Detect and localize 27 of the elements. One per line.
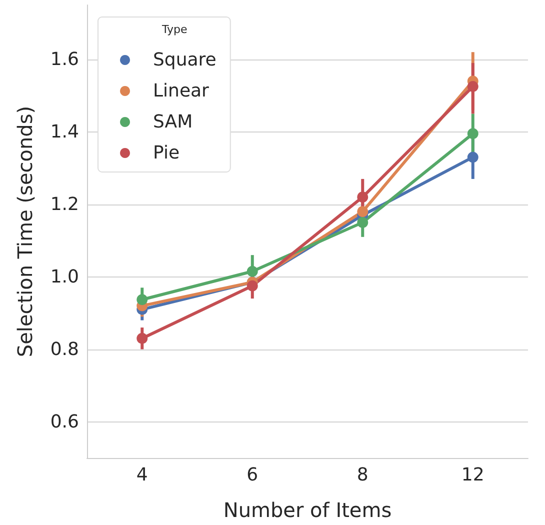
point <box>136 332 148 344</box>
y-tick-label: 0.8 <box>50 338 79 360</box>
point <box>467 152 478 163</box>
point <box>467 81 478 92</box>
y-tick-label: 1.4 <box>50 121 79 142</box>
y-tick-label: 0.6 <box>50 411 79 432</box>
point <box>357 216 368 228</box>
point <box>357 192 368 203</box>
y-tick-label: 1.0 <box>50 266 79 288</box>
point <box>357 206 368 218</box>
y-tick-label: 1.6 <box>50 48 79 70</box>
y-axis-title: Selection Time (seconds) <box>13 106 37 358</box>
x-tick-label: 4 <box>136 464 148 486</box>
y-tick-label: 1.2 <box>50 194 79 215</box>
x-tick-label: 8 <box>356 464 368 486</box>
point <box>246 266 258 277</box>
legend-label: Linear <box>153 80 210 102</box>
legend-label: Square <box>153 50 216 70</box>
x-tick-label: 6 <box>246 464 258 486</box>
x-tick-label: 12 <box>461 464 484 486</box>
legend-label: SAM <box>153 112 193 132</box>
x-axis-title: Number of Items <box>223 498 392 522</box>
point <box>136 294 148 306</box>
point <box>467 128 478 140</box>
point <box>246 280 258 292</box>
legend-title: Type <box>161 23 188 36</box>
legend-label: Pie <box>153 142 180 164</box>
